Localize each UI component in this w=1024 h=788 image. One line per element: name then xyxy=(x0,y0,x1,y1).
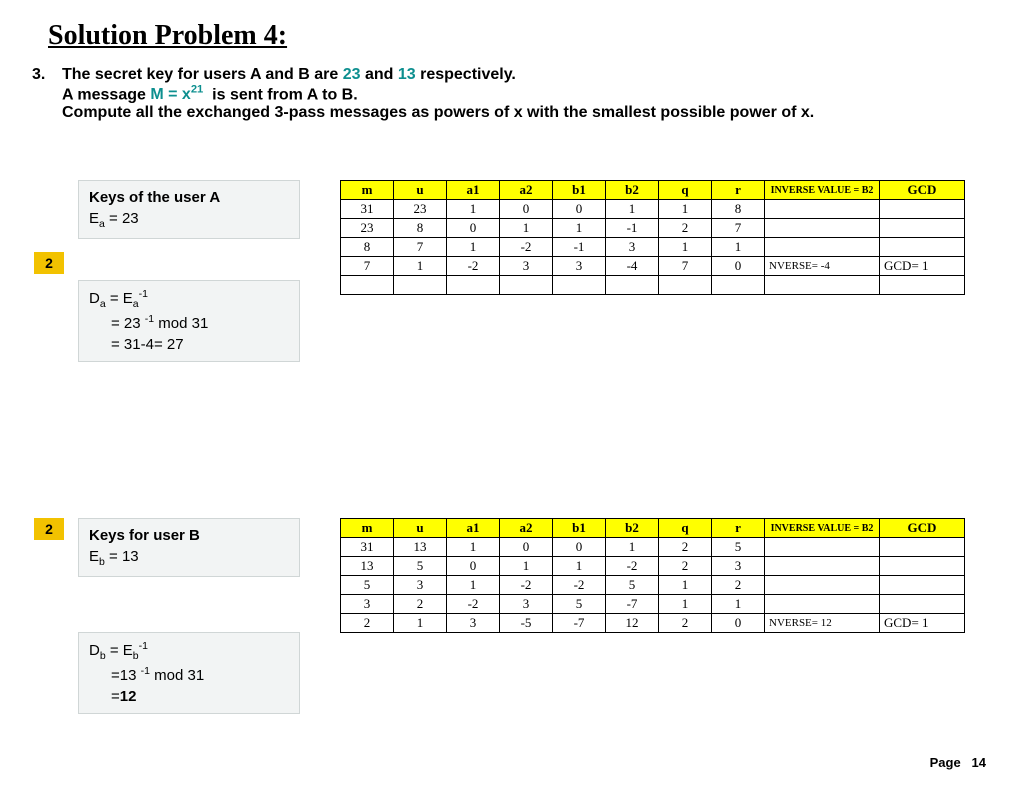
table-row: 213-5-71220NVERSE= 12GCD= 1 xyxy=(341,614,965,633)
table-header: r xyxy=(712,181,765,200)
table-header: q xyxy=(659,181,712,200)
table-header: u xyxy=(394,181,447,200)
table-row: 871-2-1311 xyxy=(341,238,965,257)
table-header: INVERSE VALUE = B2 xyxy=(765,519,880,538)
table-row: 3113100125 xyxy=(341,538,965,557)
table-row: 71-233-470NVERSE= -4GCD= 1 xyxy=(341,257,965,276)
table-header: a1 xyxy=(447,519,500,538)
keys-user-b-box: Keys for user B Eb = 13 xyxy=(78,518,300,577)
da-box: Da = Ea-1 = 23 -1 mod 31 = 31-4= 27 xyxy=(78,280,300,362)
page-title: Solution Problem 4: xyxy=(48,20,1024,52)
table-header: a1 xyxy=(447,181,500,200)
table-row: 32-235-711 xyxy=(341,595,965,614)
table-row: 3123100118 xyxy=(341,200,965,219)
problem-number: 3. xyxy=(32,66,62,84)
table-header: b1 xyxy=(553,181,606,200)
table-header: q xyxy=(659,519,712,538)
table-header: b2 xyxy=(606,519,659,538)
table-header: m xyxy=(341,519,394,538)
table-row xyxy=(341,276,965,295)
table-row: 238011-127 xyxy=(341,219,965,238)
table-header: r xyxy=(712,519,765,538)
table-header: b1 xyxy=(553,519,606,538)
section-badge-a: 2 xyxy=(34,252,64,274)
db-box: Db = Eb-1 =13 -1 mod 31 =12 xyxy=(78,632,300,714)
problem-body: The secret key for users A and B are 23 … xyxy=(62,66,814,122)
table-header: m xyxy=(341,181,394,200)
problem-statement: 3. The secret key for users A and B are … xyxy=(32,66,1024,122)
gcd-table-a: mua1a2b1b2qrINVERSE VALUE = B2GCD3123100… xyxy=(340,180,965,295)
table-header: GCD xyxy=(880,519,965,538)
table-header: INVERSE VALUE = B2 xyxy=(765,181,880,200)
table-header: GCD xyxy=(880,181,965,200)
keys-user-a-box: Keys of the user A Ea = 23 xyxy=(78,180,300,239)
table-row: 531-2-2512 xyxy=(341,576,965,595)
gcd-table-b: mua1a2b1b2qrINVERSE VALUE = B2GCD3113100… xyxy=(340,518,965,633)
table-header: u xyxy=(394,519,447,538)
table-header: a2 xyxy=(500,519,553,538)
table-row: 135011-223 xyxy=(341,557,965,576)
table-header: a2 xyxy=(500,181,553,200)
section-badge-b: 2 xyxy=(34,518,64,540)
table-header: b2 xyxy=(606,181,659,200)
